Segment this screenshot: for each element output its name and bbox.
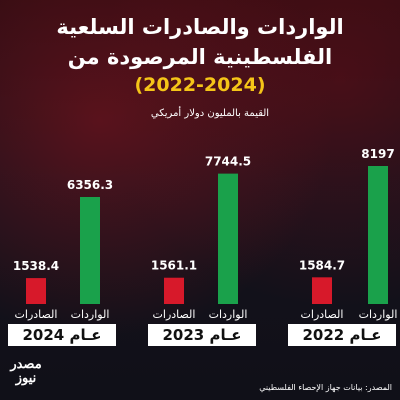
category-label-exports-1: الصادرات [153,308,196,321]
title-line-2: الفلسطينية المرصودة من [67,45,333,69]
category-label-imports-2: الواردات [359,308,398,321]
bar-exports-1 [164,277,184,304]
bar-exports-0 [26,278,46,304]
category-label-imports-0: الواردات [71,308,110,321]
value-label-exports-1: 1561.1 [151,259,197,273]
bar-imports-1 [218,173,238,304]
unit-label: القيمة بالمليون دولار أمريكي [150,108,270,119]
value-label-imports-0: 6356.3 [67,178,113,192]
value-label-imports-2: 8197 [361,147,394,161]
value-label-imports-1: 7744.5 [205,155,251,169]
year-box-2023: عـام 2023 [148,324,256,346]
year-box-2022: عـام 2022 [288,324,396,346]
year-box-2024: عـام 2024 [8,324,116,346]
publisher-logo: مصدر نيوز [10,357,42,386]
bar-exports-2 [312,277,332,304]
bar-imports-0 [80,196,100,304]
title-years: (2022-2024) [134,74,266,96]
value-label-exports-0: 1538.4 [13,259,59,273]
category-label-exports-0: الصادرات [15,308,58,321]
title-line-1: الواردات والصادرات السلعية [56,15,344,39]
category-label-imports-1: الواردات [209,308,248,321]
value-label-exports-2: 1584.7 [299,258,345,272]
source-note: المصدر: بيانات جهاز الإحصاء الفلسطيني [259,383,392,392]
category-label-exports-2: الصادرات [301,308,344,321]
bar-imports-2 [368,166,388,304]
